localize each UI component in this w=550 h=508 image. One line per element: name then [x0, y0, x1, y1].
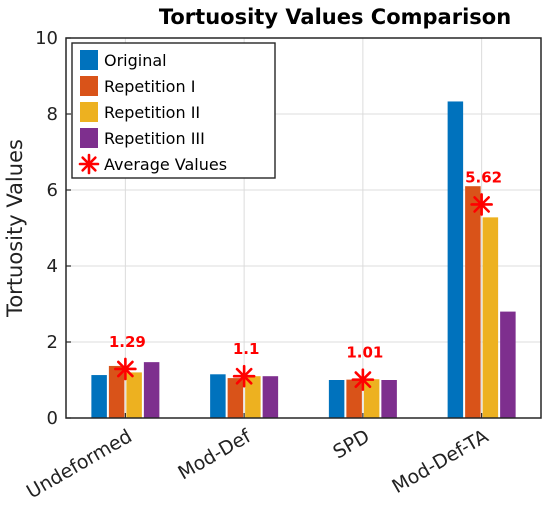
- y-tick-label: 8: [47, 104, 58, 125]
- x-tick-label: SPD: [329, 425, 373, 463]
- x-tick-label: Undeformed: [23, 425, 136, 503]
- bar-repetition-i: [465, 186, 481, 418]
- y-tick-label: 2: [47, 332, 58, 353]
- y-tick-label: 0: [47, 408, 58, 429]
- bar-repetition-iii: [143, 362, 160, 418]
- bar-repetition-iii: [381, 380, 397, 418]
- bar-original: [447, 101, 464, 419]
- bar-repetition-ii: [482, 217, 499, 418]
- legend-box: [71, 42, 276, 179]
- bar-original: [91, 375, 107, 418]
- legend-label: Repetition II: [104, 103, 200, 122]
- average-markers-group: 1.29 1.1 1.01 5.62: [109, 168, 502, 391]
- average-value-label: 5.62: [465, 168, 502, 186]
- average-value-label: 1.1: [233, 340, 260, 358]
- legend-label: Average Values: [104, 155, 227, 174]
- legend-label: Original: [104, 51, 167, 70]
- bar-repetition-i: [108, 365, 125, 418]
- average-marker: [114, 357, 137, 381]
- y-tick-label: 6: [47, 180, 58, 201]
- legend-swatch: [80, 76, 98, 96]
- average-marker: [351, 368, 375, 391]
- x-tick-label: Mod-Def-TA: [388, 425, 492, 498]
- bar-original: [328, 380, 345, 418]
- bars-group: [91, 101, 516, 419]
- legend-label: Repetition I: [104, 77, 195, 96]
- bar-original: [210, 374, 226, 418]
- bar-repetition-iii: [262, 376, 279, 418]
- chart-title: Tortuosity Values Comparison: [159, 5, 511, 29]
- y-axis-ticks: 0 2 4 6 8 10: [35, 28, 71, 429]
- average-value-label: 1.29: [109, 333, 146, 351]
- legend: Original Repetition I Repetition II Repetit…: [71, 42, 276, 179]
- average-value-label: 1.01: [346, 344, 383, 362]
- legend-label: Repetition III: [104, 129, 205, 148]
- y-axis-label: Tortuosity Values: [3, 139, 27, 318]
- bar-repetition-iii: [500, 311, 516, 418]
- legend-swatch: [80, 128, 98, 148]
- plot-frame: [65, 37, 542, 419]
- x-tick-label: Mod-Def: [174, 425, 255, 485]
- y-tick-label: 10: [35, 28, 58, 49]
- y-tick-label: 4: [47, 256, 58, 277]
- bar-repetition-ii: [363, 379, 380, 418]
- x-axis-ticks: Undeformed Mod-Def SPD Mod-Def-TA: [23, 413, 492, 503]
- bar-repetition-ii: [245, 376, 261, 418]
- legend-star-icon: [78, 153, 100, 175]
- bar-repetition-ii: [126, 372, 142, 418]
- bar-repetition-i: [346, 379, 362, 418]
- average-marker: [470, 193, 493, 216]
- legend-swatch: [80, 50, 98, 70]
- legend-swatch: [80, 102, 98, 122]
- average-marker: [232, 364, 256, 388]
- bar-repetition-i: [227, 378, 244, 418]
